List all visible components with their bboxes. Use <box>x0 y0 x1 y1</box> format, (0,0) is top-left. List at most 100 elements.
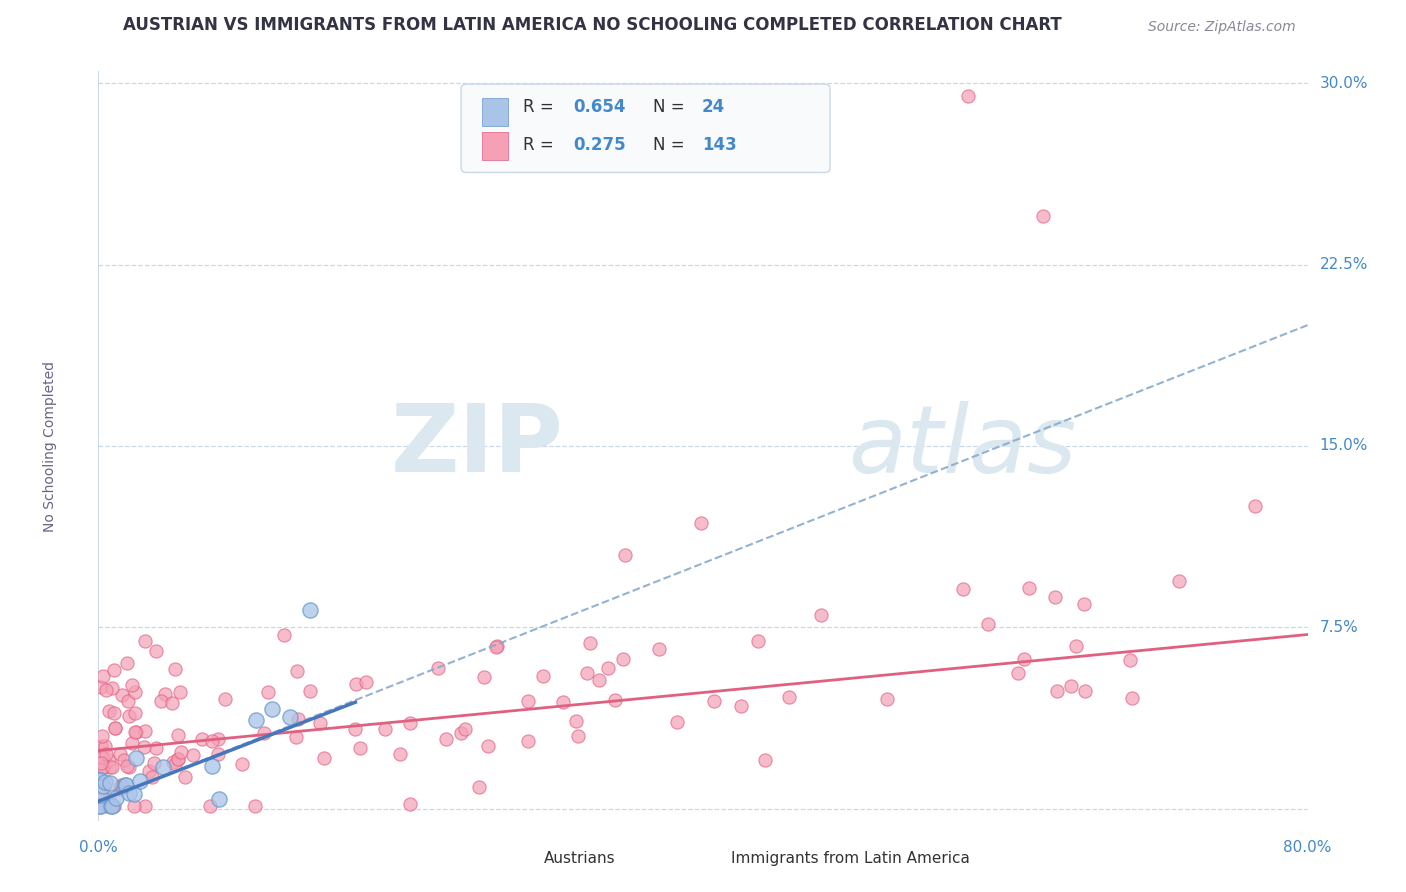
Point <box>1167 574 1189 588</box>
Point <box>100 681 122 695</box>
Point <box>103 663 125 677</box>
Text: No Schooling Completed: No Schooling Completed <box>44 360 58 532</box>
Point <box>778 690 800 705</box>
Point <box>399 715 422 730</box>
Point <box>567 729 589 743</box>
Point <box>690 516 713 531</box>
Point <box>90 779 112 793</box>
Point <box>273 628 295 642</box>
Point <box>94 739 117 753</box>
Text: 0.275: 0.275 <box>574 136 626 153</box>
Point <box>1018 581 1040 595</box>
Point <box>214 692 236 706</box>
Point <box>91 669 114 683</box>
Text: Austrians: Austrians <box>543 851 614 865</box>
Point <box>93 779 115 793</box>
Point <box>666 714 689 729</box>
Point <box>134 634 156 648</box>
Point <box>169 685 191 699</box>
Point <box>450 725 472 739</box>
Point <box>730 698 752 713</box>
Point <box>104 721 127 735</box>
Point <box>253 725 276 739</box>
Text: 24: 24 <box>702 98 725 116</box>
Point <box>142 756 165 770</box>
Point <box>124 685 146 699</box>
Point <box>166 728 188 742</box>
Point <box>344 676 367 690</box>
Point <box>90 792 112 806</box>
Point <box>647 642 669 657</box>
Point <box>703 693 725 707</box>
Point <box>257 684 280 698</box>
Point <box>98 753 121 767</box>
Point <box>134 739 156 754</box>
Point <box>117 694 139 708</box>
Text: 0.0%: 0.0% <box>79 840 118 855</box>
FancyBboxPatch shape <box>482 98 509 126</box>
Point <box>134 723 156 738</box>
FancyBboxPatch shape <box>697 846 724 870</box>
Point <box>94 683 117 698</box>
Text: N =: N = <box>654 136 690 153</box>
Point <box>579 635 602 649</box>
Point <box>115 759 138 773</box>
Point <box>1064 639 1087 653</box>
Point <box>138 764 160 778</box>
Point <box>124 787 146 801</box>
Point <box>299 603 322 617</box>
Point <box>160 696 183 710</box>
Point <box>388 747 411 762</box>
Point <box>349 740 371 755</box>
Point <box>89 789 111 803</box>
Point <box>90 799 112 814</box>
Point <box>1121 691 1143 706</box>
Point <box>114 778 136 792</box>
Point <box>121 678 143 692</box>
Point <box>111 689 134 703</box>
Point <box>596 660 619 674</box>
Point <box>110 779 132 793</box>
Point <box>588 673 610 687</box>
Point <box>287 712 309 726</box>
Point <box>486 639 509 653</box>
Point <box>173 770 195 784</box>
Point <box>96 799 118 814</box>
Point <box>876 692 898 706</box>
Point <box>207 731 229 746</box>
Point <box>207 747 229 762</box>
Point <box>118 709 141 723</box>
Point <box>114 778 136 792</box>
Point <box>977 616 1000 631</box>
Point <box>141 770 163 784</box>
Point <box>121 736 143 750</box>
Point <box>124 706 146 721</box>
Point <box>243 799 266 814</box>
Point <box>952 582 974 596</box>
Point <box>576 665 599 680</box>
Point <box>90 739 112 753</box>
Text: N =: N = <box>654 98 690 116</box>
Text: ZIP: ZIP <box>391 400 564 492</box>
Point <box>956 88 979 103</box>
Point <box>285 730 308 744</box>
FancyBboxPatch shape <box>509 846 536 870</box>
Text: 0.654: 0.654 <box>574 98 626 116</box>
Point <box>90 681 112 695</box>
Point <box>1073 597 1095 611</box>
Point <box>89 799 111 814</box>
Point <box>108 782 131 797</box>
Point <box>1118 653 1140 667</box>
Point <box>108 747 131 761</box>
Point <box>98 792 121 806</box>
Point <box>312 751 335 765</box>
Point <box>153 688 176 702</box>
Point <box>485 640 508 654</box>
Point <box>101 799 124 814</box>
Point <box>134 799 156 814</box>
Point <box>308 715 330 730</box>
Point <box>426 661 449 675</box>
Point <box>374 723 396 737</box>
Point <box>245 713 267 727</box>
Point <box>170 746 193 760</box>
